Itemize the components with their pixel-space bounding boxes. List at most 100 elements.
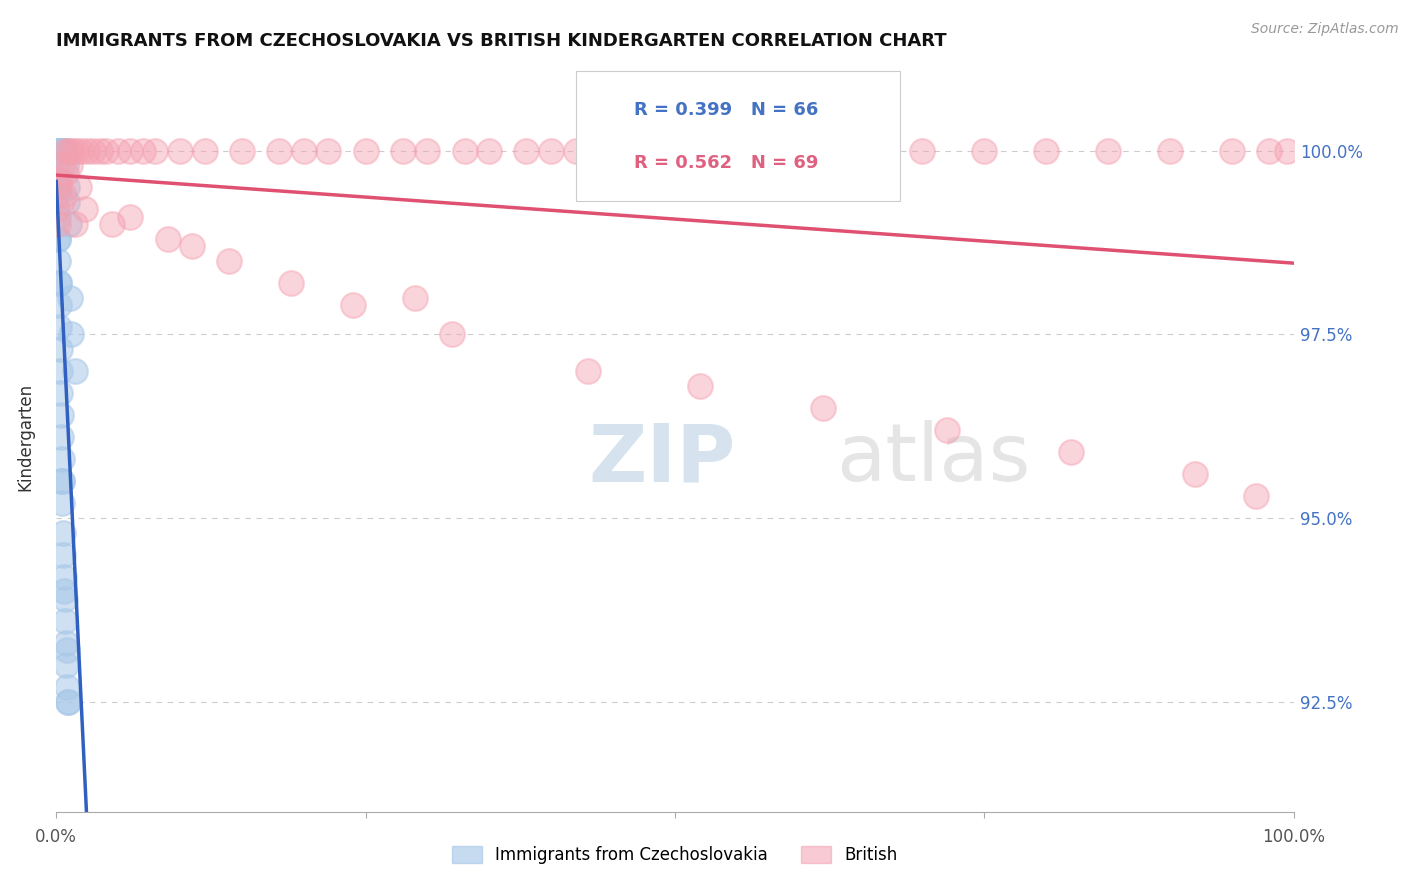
Point xyxy=(52,144,75,158)
Point xyxy=(59,158,82,172)
Point xyxy=(46,217,69,231)
Point xyxy=(849,144,872,158)
Point xyxy=(48,180,70,194)
Point xyxy=(56,694,79,708)
Point xyxy=(49,144,72,158)
Point xyxy=(53,591,76,606)
Point xyxy=(52,144,75,158)
Point xyxy=(51,158,73,172)
Point xyxy=(120,210,142,224)
Point xyxy=(194,144,217,158)
Point xyxy=(52,144,75,158)
Point xyxy=(813,401,835,415)
Point xyxy=(107,144,129,158)
Point xyxy=(52,187,75,202)
Point xyxy=(65,144,87,158)
Point xyxy=(53,144,76,158)
Point xyxy=(55,657,77,672)
Point xyxy=(627,144,650,158)
Point xyxy=(49,430,72,444)
Point xyxy=(181,239,204,253)
Point xyxy=(46,144,69,158)
Point xyxy=(342,298,364,312)
Point xyxy=(46,144,69,158)
Text: Kindergarten: Kindergarten xyxy=(17,383,34,491)
Point xyxy=(911,144,934,158)
Point xyxy=(51,474,73,488)
Point xyxy=(51,194,73,209)
Text: 0.0%: 0.0% xyxy=(35,829,77,847)
Point xyxy=(46,210,69,224)
Point xyxy=(55,144,77,158)
Point xyxy=(52,548,75,562)
Point xyxy=(52,569,75,583)
Point xyxy=(441,327,464,342)
Point xyxy=(49,144,72,158)
Point xyxy=(82,144,104,158)
Point xyxy=(48,144,70,158)
Point xyxy=(46,180,69,194)
Text: 100.0%: 100.0% xyxy=(1263,829,1324,847)
Point xyxy=(49,364,72,378)
Point xyxy=(53,614,76,628)
Point xyxy=(51,144,73,158)
Point xyxy=(1257,144,1279,158)
Point xyxy=(120,144,142,158)
Point xyxy=(46,232,69,246)
Point xyxy=(725,144,748,158)
Point xyxy=(94,144,117,158)
Point xyxy=(51,452,73,467)
Point xyxy=(52,525,75,540)
Point xyxy=(48,298,70,312)
Point xyxy=(1277,144,1299,158)
Point xyxy=(48,144,70,158)
Point xyxy=(56,194,79,209)
Text: ZIP: ZIP xyxy=(588,420,735,498)
Point xyxy=(453,144,475,158)
Point xyxy=(53,584,76,599)
Point xyxy=(1159,144,1181,158)
Point xyxy=(48,342,70,356)
Point xyxy=(45,158,67,172)
Point xyxy=(49,386,72,401)
Point xyxy=(48,144,70,158)
Point xyxy=(1060,444,1083,458)
Point xyxy=(58,217,80,231)
Point xyxy=(51,496,73,510)
Point xyxy=(56,680,79,694)
Point xyxy=(53,144,76,158)
Point xyxy=(478,144,501,158)
Point xyxy=(1097,144,1119,158)
Text: Source: ZipAtlas.com: Source: ZipAtlas.com xyxy=(1251,22,1399,37)
Point xyxy=(51,144,73,158)
Point xyxy=(48,319,70,334)
Point xyxy=(46,173,69,187)
Legend: Immigrants from Czechoslovakia, British: Immigrants from Czechoslovakia, British xyxy=(446,839,904,871)
Point xyxy=(1184,467,1206,481)
Point xyxy=(53,144,76,158)
Point xyxy=(664,144,686,158)
Point xyxy=(55,158,77,172)
Point xyxy=(76,144,98,158)
Point xyxy=(63,217,86,231)
Point xyxy=(46,232,69,246)
Point xyxy=(1035,144,1057,158)
Point xyxy=(58,144,80,158)
Point xyxy=(46,144,69,158)
Point xyxy=(60,144,83,158)
Point xyxy=(318,144,340,158)
Point xyxy=(63,364,86,378)
Point xyxy=(49,144,72,158)
Point xyxy=(49,173,72,187)
Point xyxy=(973,144,995,158)
Point xyxy=(267,144,290,158)
Point xyxy=(101,217,124,231)
Point xyxy=(515,144,537,158)
Point xyxy=(391,144,413,158)
Point xyxy=(404,291,426,305)
Point xyxy=(48,276,70,290)
Point xyxy=(231,144,253,158)
Point xyxy=(689,378,711,392)
Point xyxy=(49,408,72,422)
Point xyxy=(540,144,562,158)
